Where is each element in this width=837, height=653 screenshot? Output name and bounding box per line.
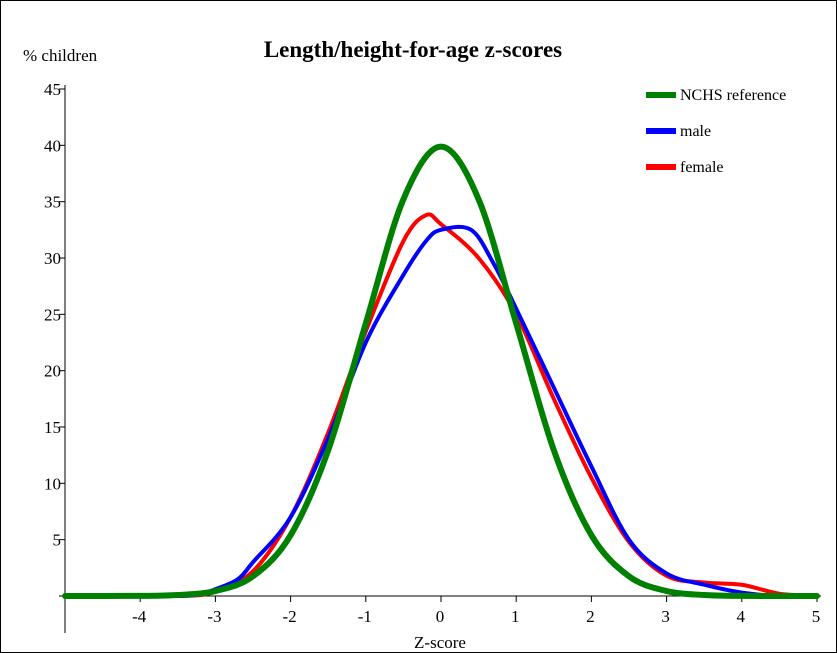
x-tick-label: 2	[586, 607, 595, 626]
x-tick-label: 4	[737, 607, 746, 626]
x-tick-label: -1	[358, 607, 372, 626]
chart-title: Length/height-for-age z-scores	[264, 37, 562, 62]
y-tick-label: 40	[44, 136, 61, 155]
y-tick-label: 15	[44, 418, 61, 437]
y-tick-label: 10	[44, 474, 61, 493]
x-tick-label: 3	[661, 607, 670, 626]
x-tick-label: -2	[283, 607, 297, 626]
y-tick-label: 35	[44, 193, 61, 212]
x-tick-label: 5	[812, 607, 821, 626]
y-axis-label: % children	[23, 46, 98, 65]
series-line-nchs-reference	[62, 143, 820, 599]
series-layer	[62, 143, 820, 599]
legend-label-male: male	[680, 123, 711, 140]
x-tick-label: -4	[132, 607, 147, 626]
x-axis-label: Z-score	[414, 633, 466, 652]
x-ticks: -4 -3 -2 -1 0 1 2 3 4 5	[132, 596, 820, 626]
x-tick-label: 1	[511, 607, 520, 626]
series-line-female	[63, 212, 819, 598]
series-line-male	[63, 224, 819, 598]
legend: NCHS reference male female	[646, 87, 786, 176]
y-tick-label: 45	[44, 80, 61, 99]
legend-label-nchs-reference: NCHS reference	[680, 87, 786, 104]
y-tick-label: 25	[44, 305, 61, 324]
x-tick-label: 0	[436, 607, 445, 626]
y-tick-label: 5	[53, 531, 62, 550]
y-tick-label: 30	[44, 249, 61, 268]
x-tick-label: -3	[207, 607, 221, 626]
y-ticks: 5 10 15 20 25 30 35 40 45	[44, 80, 65, 550]
y-tick-label: 20	[44, 362, 61, 381]
legend-label-female: female	[680, 159, 724, 176]
